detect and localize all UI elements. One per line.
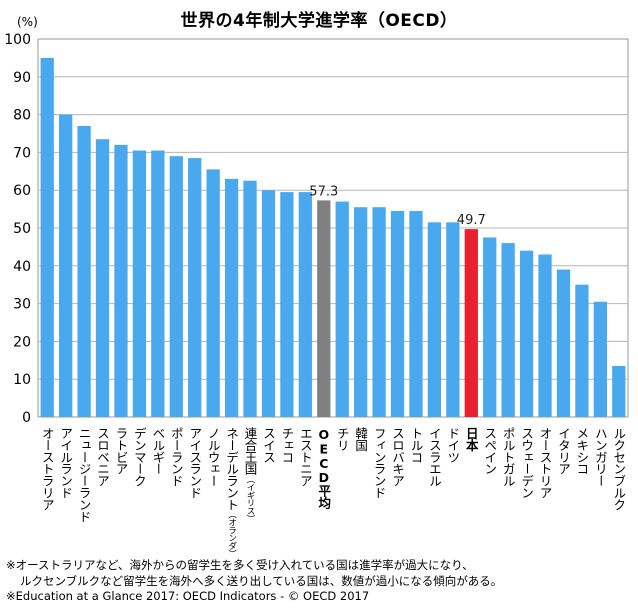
bar-chart: 0 10 20 30 40 50 60 70 80 90 100 (%) オーストラリア アイルランド ニュ…: [4, 15, 629, 555]
x-tick-label: ベルギー: [150, 427, 165, 475]
bar: [132, 150, 147, 417]
x-tick-label: スイス: [261, 427, 276, 463]
y-tick-label: 40: [13, 259, 31, 275]
y-tick-label: 60: [13, 183, 31, 199]
bar: [188, 158, 202, 417]
bar: [593, 301, 607, 417]
bar: [409, 210, 423, 417]
bar: [169, 156, 183, 417]
y-tick-label: 90: [13, 70, 31, 86]
bar: [335, 201, 349, 417]
bar: [612, 365, 626, 417]
x-tick-label: ニュージーランド: [77, 427, 92, 522]
x-tick-label: ポーランド: [169, 427, 184, 487]
x-tick-label: フィンランド: [372, 427, 387, 498]
bar: [151, 150, 165, 417]
bar: [114, 144, 128, 417]
x-tick-label: オーストリア: [538, 427, 553, 499]
bar: [501, 243, 515, 417]
bar: [390, 210, 405, 417]
bar: [575, 284, 589, 417]
bar: [354, 207, 368, 417]
x-tick-label: 日本: [464, 427, 479, 452]
bar: [464, 229, 478, 417]
bar: [280, 192, 294, 417]
bar: [206, 169, 220, 417]
x-tick-label: チリ: [335, 427, 350, 451]
bar: [372, 207, 386, 417]
bar: [40, 57, 54, 418]
x-tick-label: ラトビア: [113, 427, 128, 475]
y-tick-label: 30: [13, 297, 31, 313]
bar: [243, 180, 257, 417]
x-tick-label: ノルウェー: [206, 427, 221, 487]
x-tick-label: ポルトガル: [501, 427, 516, 487]
bar: [77, 125, 91, 417]
x-tick-label: スペイン: [482, 427, 497, 475]
y-tick-label: 10: [13, 372, 31, 388]
y-tick-label: 50: [13, 221, 31, 237]
x-tick-label: デンマーク: [132, 427, 147, 487]
x-tick-label: イスラエル: [427, 427, 442, 487]
x-tick-label: アイスランド: [187, 427, 202, 498]
x-tick-label: ルクセンブルク: [611, 427, 626, 510]
bar: [556, 269, 571, 417]
bar: [261, 190, 276, 417]
x-tick-label: スウェーデン: [519, 427, 534, 498]
x-tick-label: ネーデルラント（オランダ）: [224, 427, 239, 555]
chart-title: 世界の4年制大学進学率（OECD）: [180, 11, 458, 31]
x-tick-label: スロベニア: [95, 427, 110, 487]
bar: [483, 237, 497, 417]
bar: [95, 139, 110, 418]
x-tick-label: オーストラリア: [40, 427, 55, 510]
x-tick-label: チェコ: [279, 427, 294, 463]
bar: [446, 222, 460, 417]
y-tick-label: 20: [13, 334, 31, 350]
x-tick-label: メキシコ: [574, 427, 589, 475]
footnote-source: ※Education at a Glance 2017: OECD Indica…: [6, 589, 370, 603]
bar: [224, 178, 239, 417]
bar: [538, 254, 552, 417]
data-label: 57.3: [309, 184, 338, 199]
bar: [59, 114, 73, 417]
bar: [427, 222, 442, 417]
y-tick-label: 0: [22, 410, 31, 426]
x-tick-label: トルコ: [408, 427, 423, 463]
x-tick-label: イタリア: [556, 427, 571, 475]
footnote-2: ルクセンブルクなど留学生を海外へ多く送り出している国は、数値が過小になる傾向があ…: [20, 574, 503, 588]
x-tick-label: エストニア: [298, 427, 313, 487]
y-tick-label: 70: [13, 145, 31, 161]
x-tick-label: 韓国: [353, 427, 368, 451]
footnote-1: ※オーストラリアなど、海外からの留学生を多く受け入れている国は進学率が過大になり…: [6, 558, 474, 572]
x-tick-label: OECD平均: [316, 427, 331, 510]
bar: [298, 192, 312, 417]
bar: [317, 200, 331, 417]
x-tick-label: スロバキア: [390, 427, 405, 487]
y-tick-label: 80: [13, 108, 31, 124]
y-axis-label: (%): [17, 15, 38, 29]
x-tick-label: アイルランド: [58, 427, 73, 498]
bar: [519, 250, 534, 417]
x-tick-label: ハンガリー: [593, 427, 608, 487]
x-tick-label: ドイツ: [445, 427, 460, 463]
data-label: 49.7: [457, 213, 486, 228]
x-tick-label: 連合王国（イギリス）: [243, 427, 258, 522]
y-tick-label: 100: [4, 32, 31, 48]
